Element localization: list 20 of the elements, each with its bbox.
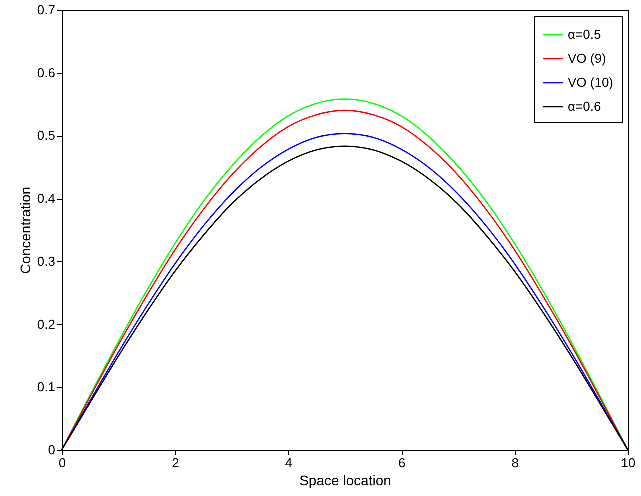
x-axis-title: Space location — [300, 472, 392, 488]
y-axis-title: Concentration — [17, 186, 34, 274]
x-tick-label: 4 — [285, 456, 293, 470]
y-tick-label: 0 — [48, 442, 56, 458]
legend-label: α=0.5 — [568, 27, 602, 42]
x-tick-label: 0 — [58, 456, 66, 470]
legend-label: VO (9) — [568, 51, 606, 66]
y-tick-label: 0.4 — [37, 191, 56, 206]
x-tick-label: 8 — [512, 456, 519, 470]
y-tick-label: 0.7 — [37, 2, 56, 18]
legend-label: α=0.6 — [568, 99, 602, 114]
x-tick-label: 2 — [172, 456, 180, 470]
legend-label: VO (10) — [568, 75, 614, 90]
x-tick-label: 6 — [398, 456, 406, 470]
x-tick-label: 10 — [621, 456, 636, 470]
y-tick-label: 0.1 — [37, 380, 56, 395]
y-tick-label: 0.3 — [37, 254, 56, 269]
y-tick-label: 0.5 — [37, 128, 56, 144]
y-tick-label: 0.2 — [37, 316, 56, 332]
y-tick-label: 0.6 — [37, 65, 56, 80]
